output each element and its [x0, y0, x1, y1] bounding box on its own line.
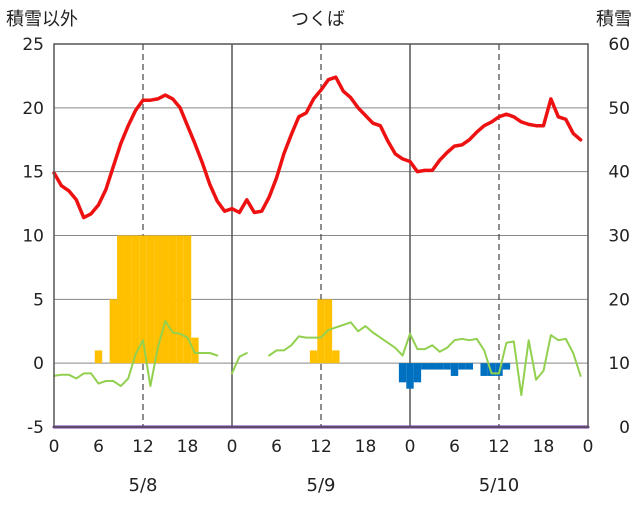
- bar-positive: [146, 235, 155, 364]
- y-right-tick-label: 10: [608, 354, 630, 374]
- y-left-tick-label: 0: [33, 354, 44, 374]
- grid-layer: [54, 43, 588, 428]
- y-right-tick-label: 20: [608, 290, 630, 310]
- bar-negative: [435, 363, 444, 370]
- bar-negative: [465, 363, 474, 370]
- bar-positive: [183, 235, 192, 364]
- x-tick-label: 6: [449, 437, 460, 457]
- bar-negative: [421, 363, 429, 370]
- y-left-tick-label: 10: [22, 227, 44, 247]
- bar-negative: [443, 363, 451, 370]
- bar-positive: [176, 235, 184, 364]
- x-tick-label: 18: [533, 437, 555, 457]
- date-label: 5/8: [129, 475, 158, 496]
- y-right-tick-label: 0: [619, 418, 630, 438]
- bar-positive: [191, 337, 199, 364]
- date-label: 5/10: [479, 475, 519, 496]
- bar-positive: [131, 235, 140, 364]
- x-tick-label: 6: [93, 437, 104, 457]
- bar-negative: [480, 363, 488, 376]
- bar-positive: [317, 299, 325, 364]
- y-left-tick-label: -5: [27, 418, 44, 438]
- x-tick-label: 0: [405, 437, 416, 457]
- bar-positive: [117, 235, 125, 364]
- y-right-axis-label: 積雪: [596, 9, 632, 30]
- x-tick-label: 12: [310, 437, 332, 457]
- x-tick-label: 12: [488, 437, 510, 457]
- temperature-line: [52, 75, 583, 220]
- bar-negative: [487, 363, 496, 376]
- x-tick-label: 0: [227, 437, 238, 457]
- bar-negative: [450, 363, 459, 376]
- green-series-line: [268, 321, 582, 397]
- x-tick-label: 0: [583, 437, 594, 457]
- y-left-axis-label: 積雪以外: [6, 9, 78, 30]
- green-series-line: [231, 352, 248, 375]
- y-left-tick-label: 25: [22, 35, 44, 55]
- x-tick-label: 18: [177, 437, 199, 457]
- y-right-tick-label: 60: [608, 35, 630, 55]
- x-tick-label: 0: [49, 437, 60, 457]
- x-tick-label: 12: [132, 437, 154, 457]
- date-label: 5/9: [307, 475, 336, 496]
- bars-layer: [94, 235, 511, 389]
- bar-positive: [309, 350, 318, 364]
- chart-title: つくば: [291, 9, 345, 30]
- x-tick-label: 18: [355, 437, 377, 457]
- bar-positive: [154, 235, 162, 364]
- bar-positive: [332, 350, 340, 364]
- bar-negative: [458, 363, 466, 370]
- y-right-tick-label: 30: [608, 227, 630, 247]
- bar-negative: [398, 363, 407, 383]
- bar-positive: [161, 235, 169, 364]
- x-tick-label: 6: [271, 437, 282, 457]
- bar-negative: [502, 363, 511, 370]
- bar-negative: [428, 363, 436, 370]
- bar-positive: [139, 235, 147, 364]
- bar-positive: [124, 235, 132, 364]
- bar-negative: [413, 363, 422, 383]
- y-right-tick-label: 50: [608, 99, 630, 119]
- green-series-line: [53, 320, 219, 388]
- plot-frame: [53, 43, 589, 428]
- y-left-tick-label: 15: [22, 163, 44, 183]
- bar-positive: [94, 350, 103, 364]
- bar-negative: [406, 363, 414, 389]
- y-left-tick-label: 20: [22, 99, 44, 119]
- y-right-tick-label: 40: [608, 163, 630, 183]
- bar-positive: [168, 235, 177, 364]
- y-left-tick-label: 5: [33, 290, 44, 310]
- bar-positive: [109, 299, 118, 364]
